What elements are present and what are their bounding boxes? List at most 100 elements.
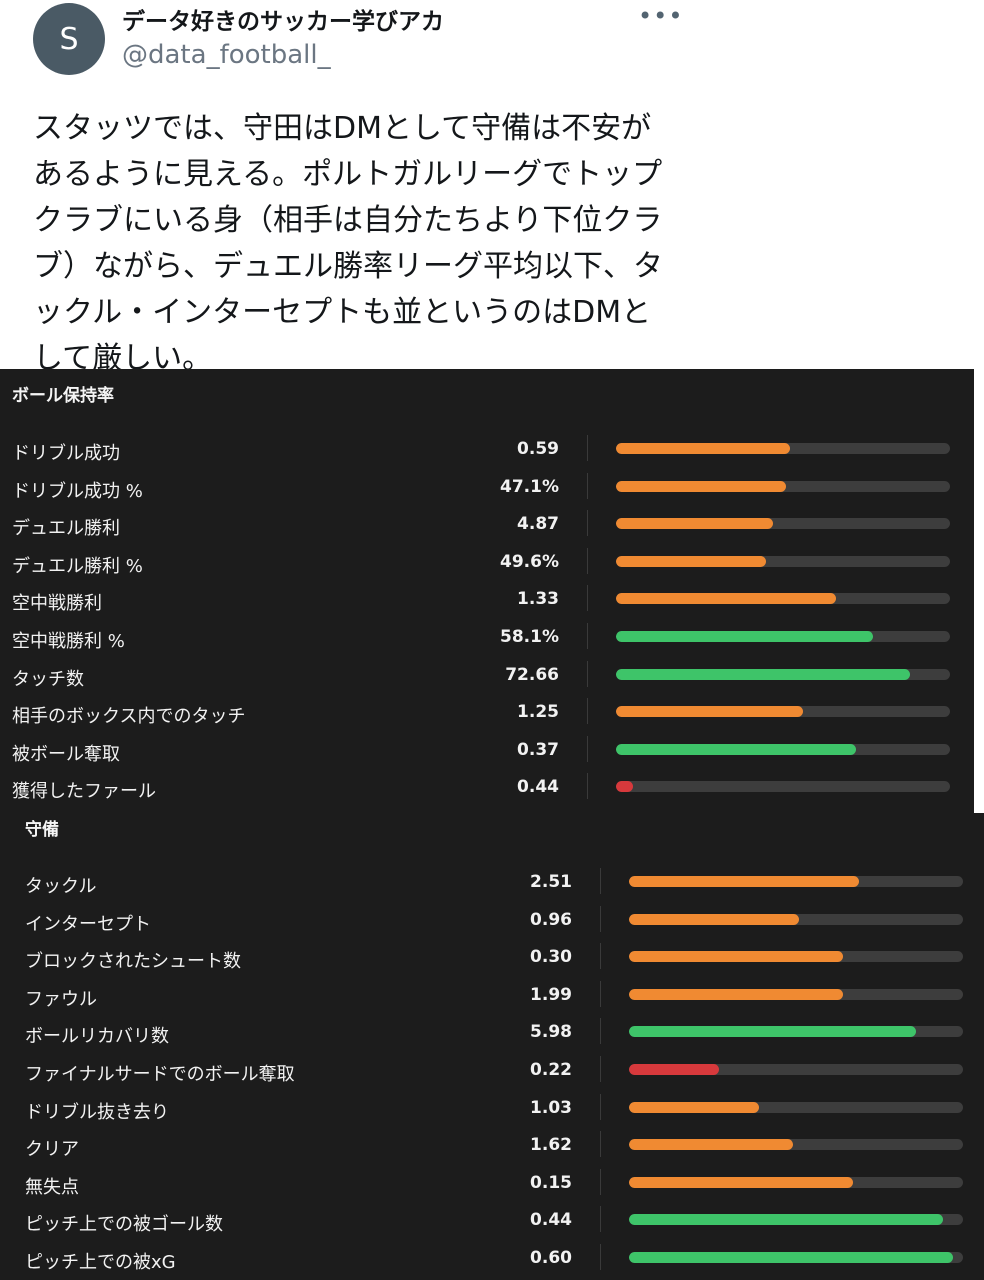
stat-bar-fill — [629, 1252, 953, 1263]
stat-value: 0.22 — [530, 1060, 572, 1080]
stat-row: ファウル 1.99 — [25, 981, 963, 1011]
divider — [587, 548, 588, 574]
stat-label: ブロックされたシュート数 — [25, 951, 241, 972]
stat-bar-track — [616, 593, 950, 604]
stat-bar-track — [616, 481, 950, 492]
avatar[interactable]: S — [33, 3, 105, 75]
stat-bar-track — [629, 1214, 963, 1225]
stat-bar-track — [616, 744, 950, 755]
more-horizontal-icon[interactable]: ••• — [638, 2, 684, 30]
tweet-text-line: ックル・インターセプトも並というのはDMと — [33, 295, 652, 330]
stat-bar-fill — [629, 989, 843, 1000]
stat-bar-track — [629, 951, 963, 962]
stat-label: ピッチ上での被xG — [25, 1252, 176, 1273]
stat-label: 被ボール奪取 — [12, 744, 120, 765]
stat-bar-fill — [616, 631, 873, 642]
stat-bar-track — [629, 1139, 963, 1150]
stat-label: クリア — [25, 1139, 79, 1160]
stat-row: ドリブル成功 % 47.1% — [12, 473, 950, 503]
stat-row: ピッチ上での被xG 0.60 — [25, 1244, 963, 1274]
stat-label: ファウル — [25, 989, 97, 1010]
stat-label: 相手のボックス内でのタッチ — [12, 706, 246, 727]
stat-bar-fill — [629, 1026, 916, 1037]
stat-bar-track — [629, 1177, 963, 1188]
divider — [600, 943, 601, 969]
stat-row: 獲得したファール 0.44 — [12, 773, 950, 803]
stat-row: インターセプト 0.96 — [25, 906, 963, 936]
tweet-text-line: スタッツでは、守田はDMとして守備は不安が — [33, 111, 652, 146]
divider — [600, 1131, 601, 1157]
stat-bar-fill — [616, 593, 836, 604]
stat-label: デュエル勝利 % — [12, 556, 143, 577]
stat-bar-track — [629, 876, 963, 887]
stat-label: ドリブル抜き去り — [25, 1102, 169, 1123]
stat-label: デュエル勝利 — [12, 518, 120, 539]
stat-bar-track — [629, 1252, 963, 1263]
stat-label: タッチ数 — [12, 669, 84, 690]
stat-row: ドリブル抜き去り 1.03 — [25, 1094, 963, 1124]
divider — [600, 1206, 601, 1232]
stat-value: 0.44 — [530, 1210, 572, 1230]
stat-row: デュエル勝利 % 49.6% — [12, 548, 950, 578]
stat-row: 無失点 0.15 — [25, 1169, 963, 1199]
stat-bar-track — [616, 706, 950, 717]
tweet-text-line: クラブにいる身（相手は自分たちより下位クラ — [33, 203, 663, 238]
stat-bar-fill — [629, 1139, 793, 1150]
divider — [600, 1094, 601, 1120]
tweet-text-line: ブ）ながら、デュエル勝率リーグ平均以下、タ — [33, 249, 663, 284]
stat-label: ドリブル成功 % — [12, 481, 143, 502]
stat-bar-track — [616, 781, 950, 792]
stat-bar-track — [629, 1102, 963, 1113]
stat-bar-fill — [629, 951, 843, 962]
stat-value: 49.6% — [500, 552, 559, 572]
stat-row: クリア 1.62 — [25, 1131, 963, 1161]
divider — [587, 698, 588, 724]
stat-bar-fill — [629, 914, 799, 925]
divider — [587, 623, 588, 649]
stat-value: 1.33 — [517, 589, 559, 609]
stat-value: 0.30 — [530, 947, 572, 967]
stat-value: 1.03 — [530, 1098, 572, 1118]
stat-value: 1.62 — [530, 1135, 572, 1155]
stat-bar-fill — [616, 706, 803, 717]
stat-value: 58.1% — [500, 627, 559, 647]
stat-bar-track — [616, 518, 950, 529]
divider — [600, 981, 601, 1007]
stat-value: 1.99 — [530, 985, 572, 1005]
divider — [600, 1244, 601, 1270]
divider — [600, 1018, 601, 1044]
stat-label: タックル — [25, 876, 97, 897]
section-title: 守備 — [25, 820, 59, 840]
account-handle[interactable]: @data_football_ — [122, 40, 331, 70]
stat-value: 5.98 — [530, 1022, 572, 1042]
stat-bar-fill — [616, 669, 910, 680]
stat-value: 0.59 — [517, 439, 559, 459]
stat-bar-track — [616, 669, 950, 680]
stat-bar-track — [616, 443, 950, 454]
stat-bar-fill — [616, 744, 856, 755]
divider — [600, 868, 601, 894]
divider — [600, 1056, 601, 1082]
stat-label: 無失点 — [25, 1177, 79, 1198]
tweet-header: S データ好きのサッカー学びアカ @data_football_ ••• — [0, 0, 984, 100]
stat-label: ファイナルサードでのボール奪取 — [25, 1064, 295, 1085]
stat-row: 被ボール奪取 0.37 — [12, 736, 950, 766]
stat-row: 空中戦勝利 1.33 — [12, 585, 950, 615]
display-name[interactable]: データ好きのサッカー学びアカ — [122, 9, 444, 35]
stat-bar-track — [629, 1026, 963, 1037]
stat-row: ドリブル成功 0.59 — [12, 435, 950, 465]
stat-bar-fill — [616, 518, 773, 529]
stat-row: ボールリカバリ数 5.98 — [25, 1018, 963, 1048]
section-title: ボール保持率 — [12, 386, 114, 406]
divider — [587, 773, 588, 799]
stat-label: 空中戦勝利 % — [12, 631, 125, 652]
divider — [600, 1169, 601, 1195]
stats-panel-possession: ボール保持率 ドリブル成功 0.59 ドリブル成功 % 47.1% デュエル勝利 4.87 デ… — [0, 369, 974, 813]
stat-value: 2.51 — [530, 872, 572, 892]
divider — [587, 661, 588, 687]
stat-row: ピッチ上での被ゴール数 0.44 — [25, 1206, 963, 1236]
divider — [587, 510, 588, 536]
stat-bar-fill — [629, 876, 859, 887]
divider — [587, 585, 588, 611]
stat-value: 47.1% — [500, 477, 559, 497]
